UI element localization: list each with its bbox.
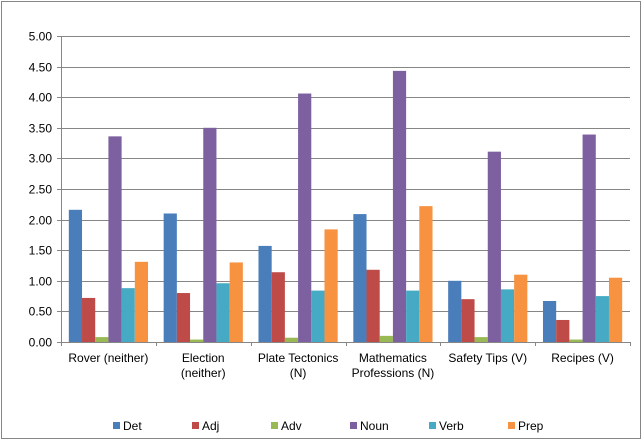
- bar-adv: [379, 335, 393, 342]
- legend-swatch-adv: [271, 422, 278, 429]
- bar-prep: [134, 261, 149, 342]
- bar-adv: [474, 337, 488, 342]
- y-tick-label: 0.00: [29, 336, 53, 350]
- bar-det: [258, 245, 272, 342]
- legend-label: Adj: [202, 419, 219, 433]
- bar-verb: [311, 290, 325, 342]
- bar-adj: [271, 272, 285, 342]
- bar-noun: [487, 151, 501, 342]
- x-category-label-line: (N): [290, 366, 307, 380]
- bar-verb: [595, 296, 609, 342]
- x-category-label-line: Recipes (V): [551, 351, 614, 365]
- legend-label: Adv: [281, 419, 302, 433]
- x-category-label: Safety Tips (V): [448, 351, 527, 365]
- bar-prep: [514, 274, 528, 342]
- bar-adv: [569, 339, 583, 342]
- y-tick-label: 5.00: [29, 30, 53, 44]
- y-tick-label: 1.50: [29, 244, 53, 258]
- bar-verb: [500, 289, 515, 342]
- x-category-label-line: Safety Tips (V): [448, 351, 527, 365]
- legend: Det Adj Adv Noun Verb Prep: [113, 419, 544, 433]
- bar-adj: [461, 299, 475, 342]
- legend-swatch-verb: [429, 422, 436, 429]
- x-category-label-line: Rover (neither): [68, 351, 148, 365]
- legend-label: Noun: [360, 419, 389, 433]
- bar-det: [68, 209, 83, 342]
- legend-label: Det: [123, 419, 142, 433]
- legend-swatch-adj: [192, 422, 199, 429]
- bars: [68, 70, 623, 342]
- y-tick-label: 2.50: [29, 183, 53, 197]
- y-tick-label: 4.00: [29, 91, 53, 105]
- bar-adv: [190, 339, 204, 342]
- x-category-label: Election (neither): [181, 351, 226, 380]
- bar-adj: [82, 297, 96, 342]
- x-category-label-line: Election: [182, 351, 225, 365]
- x-category-label: Rover (neither): [68, 351, 148, 365]
- bar-prep: [229, 262, 243, 342]
- bar-noun: [108, 136, 122, 342]
- axes: [61, 36, 631, 346]
- bar-noun: [203, 127, 217, 342]
- y-tick-labels: 0.00 0.50 1.00 1.50 2.00 2.50 3.00 3.50 4.00 4.50…: [29, 30, 53, 350]
- bar-verb: [121, 288, 135, 342]
- bar-adv: [284, 337, 299, 342]
- legend-label: Verb: [439, 419, 464, 433]
- bar-verb: [406, 290, 420, 342]
- bar-adj: [556, 319, 570, 342]
- x-category-label-line: Mathematics: [359, 351, 427, 365]
- legend-swatch-prep: [508, 422, 515, 429]
- bar-noun: [392, 70, 407, 342]
- x-category-labels: Rover (neither) Election (neither) Plate Te…: [68, 351, 614, 380]
- bar-noun: [298, 93, 312, 342]
- bar-prep: [608, 277, 623, 342]
- x-category-label: Mathematics Professions (N): [352, 351, 435, 380]
- bar-verb: [216, 283, 230, 342]
- bar-det: [163, 213, 177, 342]
- bar-det: [353, 214, 367, 342]
- bar-det: [542, 300, 557, 342]
- y-tick-label: 2.00: [29, 214, 53, 228]
- bar-prep: [419, 206, 433, 342]
- legend-label: Prep: [518, 419, 544, 433]
- x-category-label-line: Professions (N): [352, 366, 435, 380]
- x-category-label: Recipes (V): [551, 351, 614, 365]
- bar-prep: [324, 229, 338, 342]
- bar-adj: [176, 293, 191, 342]
- x-category-label-line: (neither): [181, 366, 226, 380]
- y-tick-label: 4.50: [29, 61, 53, 75]
- bar-det: [448, 280, 462, 342]
- legend-swatch-noun: [350, 422, 357, 429]
- bar-adv: [95, 337, 109, 342]
- y-tick-label: 3.50: [29, 122, 53, 136]
- grid-lines: [57, 36, 630, 343]
- y-tick-label: 0.50: [29, 305, 53, 319]
- x-category-label: Plate Tectonics (N): [258, 351, 339, 380]
- y-tick-label: 1.00: [29, 275, 53, 289]
- legend-swatch-det: [113, 422, 120, 429]
- y-tick-label: 3.00: [29, 152, 53, 166]
- bar-noun: [582, 134, 596, 342]
- bar-adj: [366, 269, 380, 342]
- x-category-label-line: Plate Tectonics: [258, 351, 339, 365]
